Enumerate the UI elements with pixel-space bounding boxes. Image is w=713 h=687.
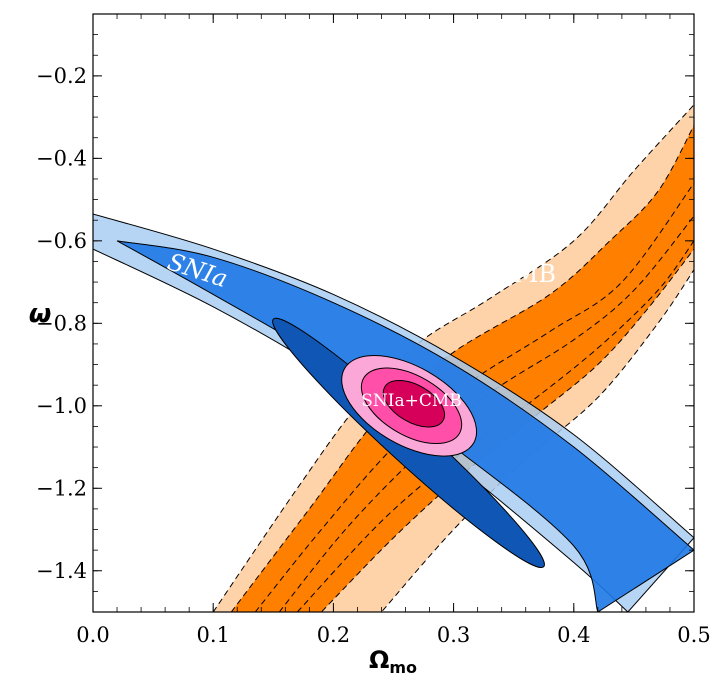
cmb-label: CMB <box>495 260 556 288</box>
y-axis-label: ω <box>29 299 52 329</box>
x-tick-label: 0.2 <box>317 623 350 647</box>
x-tick-label: 0.1 <box>196 623 229 647</box>
x-axis-label-main: Ω <box>369 646 389 674</box>
joint-label: SNIa+CMB <box>361 391 462 411</box>
y-tick-label: −1.4 <box>36 559 87 583</box>
x-tick-label: 0.0 <box>76 623 109 647</box>
y-tick-label: −0.6 <box>36 229 87 253</box>
y-tick-label: −1.0 <box>36 394 87 418</box>
y-tick-label: −1.2 <box>36 476 87 500</box>
y-tick-label: −0.2 <box>36 64 87 88</box>
axis-ticks <box>92 13 695 613</box>
y-tick-label: −0.8 <box>36 311 87 335</box>
cmb-contour-2 <box>296 240 694 612</box>
plot-layer <box>93 103 694 612</box>
x-tick-label: 0.3 <box>437 623 470 647</box>
tick-labels: 0.0 0.1 0.2 0.3 0.4 0.5 −0.2 −0.4 −0.6 −0.8 −1.0 −1… <box>36 64 711 647</box>
x-tick-label: 0.5 <box>677 623 710 647</box>
joint-ellipse-inner <box>382 379 446 428</box>
plot-frame <box>92 13 695 613</box>
y-tick-label: −0.4 <box>36 146 87 170</box>
x-axis-label-sub: mo <box>389 658 417 677</box>
x-tick-label: 0.4 <box>557 623 590 647</box>
x-axis-label: Ωmo <box>369 646 417 677</box>
